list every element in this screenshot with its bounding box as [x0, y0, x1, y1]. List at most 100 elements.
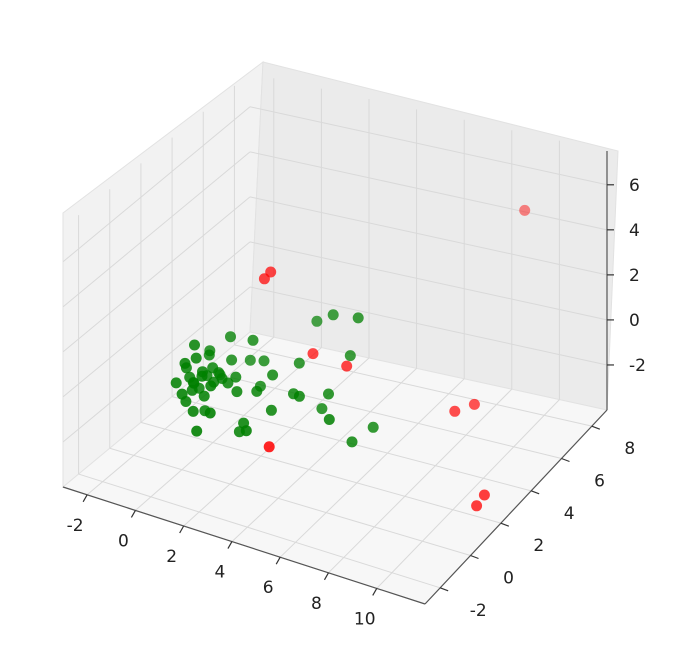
- data-point-red: [478, 489, 490, 501]
- y-tick-mark: [470, 554, 479, 560]
- data-point-green: [205, 380, 217, 392]
- data-point-green: [190, 352, 202, 364]
- x-tick-label: -2: [67, 516, 84, 536]
- grid-line-x-floor: [183, 357, 370, 527]
- grid-line-z-back: [249, 106, 608, 186]
- data-point-green: [327, 309, 339, 321]
- data-point-green: [203, 349, 215, 361]
- grid-line-x-floor: [231, 368, 417, 542]
- z-tick-label: 4: [629, 221, 640, 241]
- y-tick-label: 6: [594, 472, 605, 492]
- data-point-green: [346, 436, 358, 448]
- grid-line-z-back: [249, 241, 608, 321]
- x-tick-label: 10: [354, 609, 376, 629]
- y-tick-label: 2: [533, 536, 544, 556]
- y-tick-mark: [530, 490, 540, 495]
- y-tick-mark: [591, 425, 601, 430]
- y-tick-mark: [561, 457, 570, 463]
- data-point-green: [198, 390, 210, 402]
- data-points: [170, 204, 531, 512]
- data-point-green: [323, 388, 334, 400]
- data-point-green: [176, 388, 188, 400]
- grid-line-z-left: [62, 286, 251, 443]
- data-point-red: [307, 348, 319, 360]
- data-point-green: [230, 371, 242, 383]
- data-point-green: [191, 425, 203, 437]
- x-tick-mark: [275, 556, 281, 565]
- y-tick-label: 0: [503, 569, 514, 589]
- data-point-green: [226, 354, 238, 366]
- grid-line-y-floor: [78, 473, 441, 589]
- grid-line-x-floor: [135, 347, 322, 511]
- x-axis-line: [62, 486, 426, 605]
- grid-lines: [62, 78, 608, 589]
- grid-line-z-back: [249, 286, 608, 366]
- data-point-green: [188, 377, 200, 389]
- x-tick-mark: [372, 588, 378, 596]
- data-point-green: [323, 414, 335, 425]
- y-tick-mark: [439, 587, 449, 592]
- data-point-green: [344, 350, 356, 362]
- data-point-red: [258, 273, 270, 285]
- z-tick-label: 6: [629, 176, 640, 196]
- grid-line-x-floor: [376, 399, 560, 589]
- x-tick-label: 4: [215, 563, 226, 583]
- data-point-green: [367, 421, 379, 433]
- data-point-green: [293, 357, 305, 369]
- y-tick-label: 8: [624, 439, 635, 459]
- x-tick-label: 0: [118, 531, 129, 551]
- data-point-green: [179, 357, 191, 369]
- data-point-green: [258, 355, 270, 367]
- data-point-red: [263, 441, 275, 453]
- data-point-green: [170, 377, 182, 389]
- data-point-green: [189, 339, 200, 351]
- x-tick-label: 8: [311, 594, 322, 614]
- x-tick-mark: [323, 572, 329, 581]
- data-point-green: [187, 405, 199, 417]
- data-point-green: [267, 369, 279, 381]
- z-tick-label: 2: [629, 266, 640, 286]
- data-point-green: [225, 331, 236, 343]
- x-tick-mark: [82, 494, 88, 503]
- grid-line-x-floor: [279, 378, 465, 558]
- grid-line-z-back: [249, 151, 608, 231]
- data-point-green: [204, 407, 216, 419]
- data-point-green: [265, 404, 277, 416]
- grid-line-y-floor: [109, 447, 471, 556]
- data-point-green: [222, 377, 234, 389]
- y-tick-label: 4: [564, 504, 575, 524]
- x-tick-label: 6: [263, 578, 274, 598]
- data-point-green: [247, 334, 259, 346]
- grid-line-z-left: [62, 106, 251, 263]
- x-tick-mark: [130, 510, 136, 518]
- data-point-green: [240, 425, 252, 437]
- data-point-green: [231, 386, 243, 398]
- data-point-green: [316, 403, 328, 415]
- x-tick-label: 2: [166, 547, 177, 567]
- grid-line-y-floor: [234, 344, 592, 427]
- z-tick-label: -2: [629, 356, 646, 376]
- data-point-green: [311, 315, 323, 327]
- axis-lines: [62, 151, 614, 605]
- grid-line-z-left: [62, 241, 251, 398]
- grid-line-x-floor: [328, 388, 513, 574]
- data-point-red: [519, 204, 531, 216]
- x-tick-mark: [227, 541, 233, 549]
- data-point-green: [352, 312, 364, 324]
- y-axis-line: [424, 409, 608, 605]
- data-point-green: [251, 385, 263, 397]
- grid-line-y-floor: [140, 421, 501, 524]
- data-point-green: [244, 354, 256, 366]
- data-point-red: [468, 398, 480, 410]
- grid-line-z-left: [62, 196, 251, 353]
- data-point-green: [293, 390, 305, 402]
- data-point-red: [341, 360, 353, 372]
- y-tick-mark: [500, 522, 510, 527]
- z-tick-label: 0: [629, 311, 640, 331]
- data-point-green: [207, 362, 219, 374]
- y-tick-label: -2: [470, 601, 487, 621]
- x-tick-mark: [179, 525, 185, 534]
- data-point-green: [196, 370, 208, 382]
